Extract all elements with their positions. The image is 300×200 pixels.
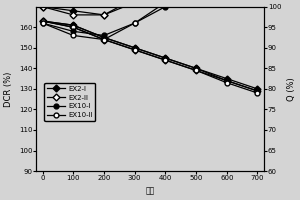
EX10-I [194,67,198,70]
EX2-I [256,88,259,90]
Y-axis label: Q (%): Q (%) [287,77,296,101]
EX10-I [71,24,75,26]
EX2-I [71,24,75,26]
EX2-I [164,57,167,59]
Y-axis label: DCR (%): DCR (%) [4,71,13,107]
EX10-I [102,36,106,39]
EX2-II [164,59,167,61]
EX2-II [225,79,229,82]
Line: EX2-I: EX2-I [40,19,260,91]
Line: EX10-II: EX10-II [40,19,260,95]
Legend: EX2-I, EX2-II, EX10-I, EX10-II: EX2-I, EX2-II, EX10-I, EX10-II [44,83,95,121]
EX2-II [71,26,75,28]
EX10-I [256,90,259,92]
EX10-II [71,26,75,28]
EX10-II [225,82,229,84]
EX2-I [194,67,198,70]
EX2-II [194,69,198,72]
EX2-II [41,20,44,22]
EX2-II [102,38,106,41]
EX10-II [133,49,136,51]
EX2-I [133,47,136,49]
EX2-I [102,36,106,39]
Line: EX2-II: EX2-II [40,19,260,93]
EX10-II [256,92,259,94]
EX10-I [41,20,44,22]
EX2-I [41,20,44,22]
EX10-II [194,69,198,72]
EX10-II [102,38,106,41]
EX10-I [164,57,167,59]
EX2-II [256,90,259,92]
EX10-II [41,20,44,22]
EX2-I [225,77,229,80]
EX10-II [164,59,167,61]
EX2-II [133,49,136,51]
EX10-I [225,79,229,82]
EX10-I [133,47,136,49]
X-axis label: 周次: 周次 [146,187,154,196]
Line: EX10-I: EX10-I [40,19,260,93]
